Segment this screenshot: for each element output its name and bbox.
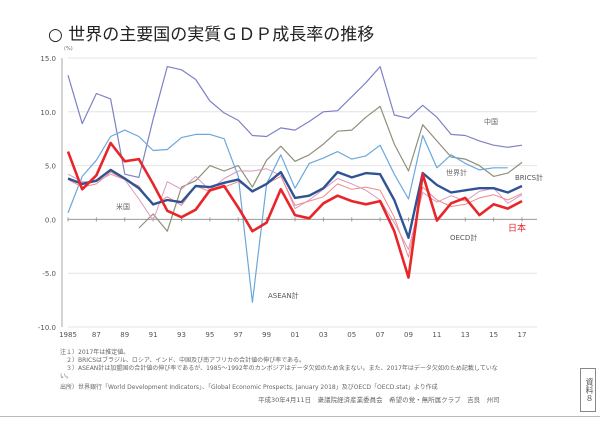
y-tick-label: 15.0	[40, 55, 56, 63]
series-line-6	[66, 141, 523, 279]
document-stamp: 資料８	[580, 368, 596, 412]
y-tick-label: 0.0	[45, 216, 56, 224]
series-label: 日本	[508, 222, 526, 234]
y-tick-label: -10.0	[38, 324, 56, 332]
series-line-0	[67, 66, 523, 178]
series-label: ASEAN計	[268, 291, 299, 300]
x-tick-label: 93	[177, 331, 186, 339]
x-tick-label: 17	[518, 331, 527, 339]
footer-credit: 平成30年4月11日 衆議院経済産業委員会 希望の党・無所属クラブ 吉良 州司	[258, 396, 500, 404]
series-label: 米国	[116, 202, 130, 211]
x-tick-label: 97	[234, 331, 243, 339]
page-title: ○ 世界の主要国の実質ＧＤＰ成長率の推移	[48, 25, 375, 45]
series-line-5	[67, 168, 523, 239]
page-edge	[0, 416, 600, 417]
series-label: 世界計	[446, 168, 467, 177]
x-tick-label: 99	[262, 331, 271, 339]
series-line-2	[67, 129, 508, 303]
x-tick-label: 05	[347, 331, 356, 339]
series-line-1	[138, 105, 523, 232]
note-3: ３）ASEAN計は加盟国の合計値の伸び率であるが、1985～1992年のカンボジ…	[66, 365, 498, 372]
y-tick-label: -5.0	[42, 270, 56, 278]
note-3-cont: い。	[60, 373, 73, 380]
source-note: 出所）世界銀行「World Development Indicators」、「G…	[60, 384, 438, 391]
x-tick-label: 89	[120, 331, 129, 339]
x-tick-label: 09	[404, 331, 413, 339]
x-tick-label: 01	[291, 331, 300, 339]
y-tick-label: 10.0	[40, 109, 56, 117]
x-tick-label: 11	[432, 331, 441, 339]
note-2: ２）BRICSはブラジル、ロシア、インド、中国及び南アフリカの合計値の伸び率であ…	[66, 357, 306, 364]
series-label: OECD計	[450, 233, 477, 242]
y-tick-label: 5.0	[45, 163, 56, 171]
x-tick-label: 87	[92, 331, 101, 339]
x-tick-label: 03	[319, 331, 328, 339]
x-tick-label: 1985	[59, 331, 77, 339]
x-tick-label: 07	[376, 331, 385, 339]
series-label: 中国	[484, 117, 498, 126]
x-tick-label: 91	[149, 331, 158, 339]
series-label: BRICS計	[515, 173, 543, 182]
x-tick-label: 95	[205, 331, 214, 339]
y-axis-unit: (%)	[64, 46, 73, 52]
gdp-line-chart: 15.0 10.0 5.0 0.0 -5.0 -10.0 (%) 1985 87 89 91 93 95…	[38, 46, 543, 339]
x-tick-label: 13	[461, 331, 470, 339]
x-tick-label: 15	[489, 331, 498, 339]
series-line-3	[67, 168, 523, 250]
note-1: 注１）2017年は推定値。	[60, 349, 130, 356]
